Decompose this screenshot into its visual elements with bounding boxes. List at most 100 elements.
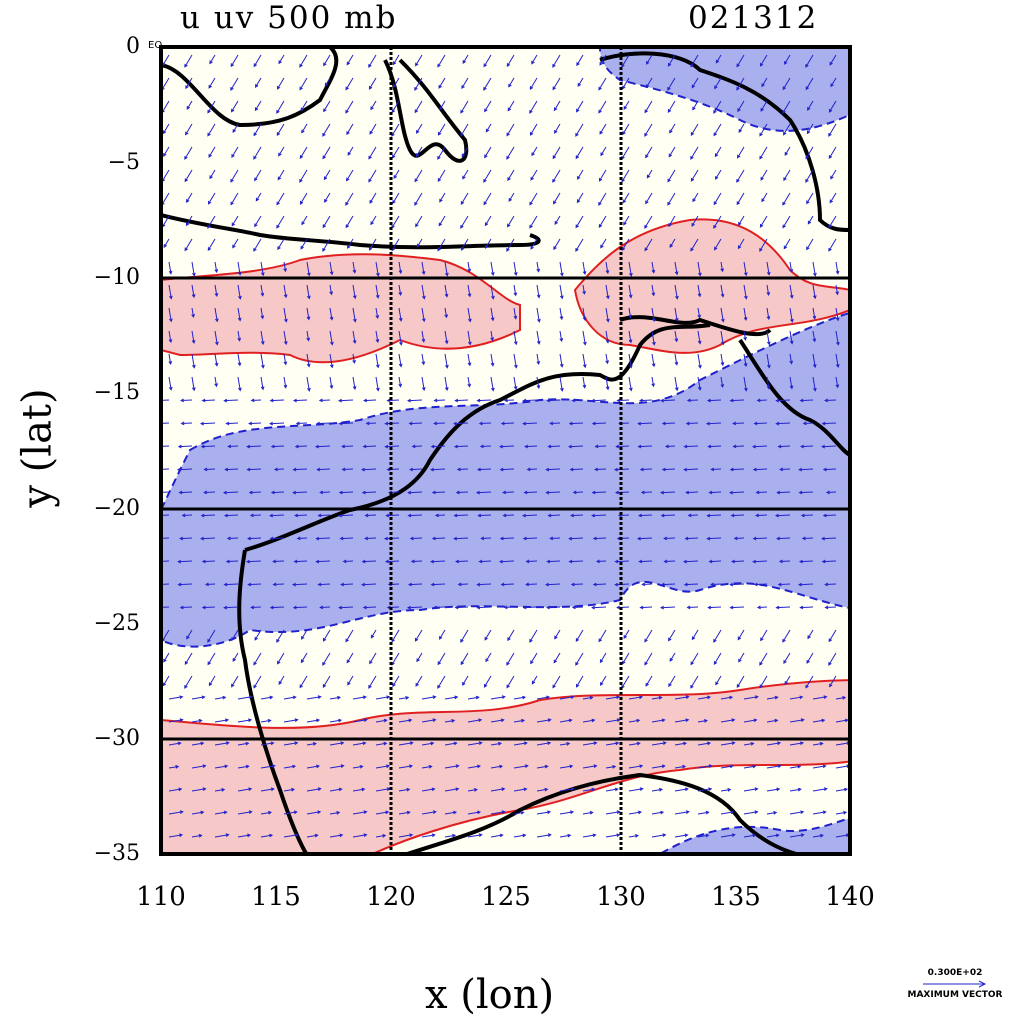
wind-vector xyxy=(507,629,515,642)
wind-vector xyxy=(499,536,515,541)
wind-vector xyxy=(200,536,216,541)
wind-vector xyxy=(411,444,423,449)
y-tick: −5 xyxy=(107,150,140,175)
wind-vector xyxy=(421,353,426,366)
wind-vector xyxy=(525,559,538,564)
wind-vector xyxy=(439,192,446,203)
wind-vector xyxy=(293,559,308,564)
wind-vector xyxy=(760,169,768,181)
wind-vector xyxy=(661,467,676,472)
wind-vector xyxy=(283,718,299,723)
wind-vector xyxy=(431,490,446,495)
wind-vector xyxy=(582,261,587,276)
wind-vector xyxy=(253,146,262,160)
wind-vector xyxy=(364,513,377,518)
wind-vector xyxy=(799,398,814,403)
wind-vector xyxy=(294,444,308,449)
negative-wind-region-ne xyxy=(598,47,850,132)
wind-vector xyxy=(731,559,745,564)
wind-vector xyxy=(507,169,515,182)
wind-vector xyxy=(414,100,423,114)
wind-vector xyxy=(644,238,653,252)
wind-vector xyxy=(270,444,285,449)
wind-vector xyxy=(177,559,193,564)
wind-vector xyxy=(743,376,748,392)
wind-vector xyxy=(433,398,446,403)
wind-vector xyxy=(352,764,364,769)
wind-vector xyxy=(530,652,538,665)
wind-vector xyxy=(605,376,610,391)
wind-vector xyxy=(522,513,538,518)
grid-lines xyxy=(161,47,850,854)
wind-vector xyxy=(483,675,492,688)
wind-vector xyxy=(168,718,184,723)
wind-vector xyxy=(797,582,814,587)
wind-vector xyxy=(828,629,837,643)
wind-vector xyxy=(835,376,840,389)
wind-vector xyxy=(805,77,814,91)
wind-vector xyxy=(737,146,745,159)
wind-vector xyxy=(421,330,426,343)
wind-vector xyxy=(490,284,495,300)
wind-vector xyxy=(641,582,653,587)
wind-vector xyxy=(352,718,368,723)
wind-vector xyxy=(476,582,492,587)
wind-vector xyxy=(513,307,518,320)
wind-vector xyxy=(812,718,826,723)
wind-vector xyxy=(430,467,446,472)
wind-vector xyxy=(253,123,262,137)
wind-vector xyxy=(777,582,791,587)
wind-vector xyxy=(179,536,193,541)
wind-vector xyxy=(292,490,308,495)
y-tick: 0 xyxy=(126,34,140,59)
wind-vector xyxy=(783,123,791,136)
wind-vector xyxy=(651,261,656,274)
wind-vector xyxy=(200,513,216,518)
wind-vector xyxy=(720,330,725,346)
wind-vector xyxy=(260,284,265,297)
wind-vector xyxy=(591,513,607,518)
wind-vector xyxy=(191,764,207,769)
wind-vector xyxy=(683,582,699,587)
wind-vector xyxy=(798,490,814,495)
wind-vector xyxy=(370,629,377,639)
wind-vector xyxy=(806,652,814,664)
wind-vector xyxy=(414,192,423,206)
wind-vector xyxy=(260,787,275,792)
wind-vector xyxy=(686,398,699,403)
wind-vector xyxy=(485,652,492,663)
wind-vector xyxy=(577,169,584,180)
wind-vector xyxy=(622,652,630,665)
wind-vector xyxy=(805,146,814,160)
wind-vector xyxy=(454,398,469,403)
wind-vector xyxy=(369,123,377,135)
wind-vector xyxy=(743,787,759,792)
wind-vector xyxy=(651,376,655,388)
wind-vector xyxy=(782,215,791,229)
wind-vector xyxy=(697,764,713,769)
wind-vector xyxy=(322,238,331,252)
wind-vector xyxy=(269,513,285,518)
wind-vector xyxy=(319,605,331,610)
wind-vector xyxy=(191,741,205,746)
wind-vector xyxy=(161,468,170,470)
wind-vector xyxy=(761,77,768,88)
wind-vector xyxy=(789,353,794,365)
wind-vector xyxy=(615,490,630,495)
wind-vector xyxy=(346,652,354,664)
wind-vector xyxy=(503,605,515,610)
wind-vector xyxy=(812,810,827,815)
wind-vector xyxy=(667,169,676,183)
wind-vector xyxy=(720,833,736,838)
wind-vector xyxy=(306,353,311,368)
wind-vector xyxy=(544,582,561,587)
wind-vector xyxy=(269,421,285,426)
wind-vector xyxy=(207,238,216,252)
wind-vector xyxy=(375,376,380,392)
wind-vector xyxy=(245,559,262,564)
wind-vector xyxy=(766,261,771,276)
wind-vector xyxy=(444,330,449,345)
wind-vector xyxy=(276,77,285,90)
wind-vector xyxy=(316,467,331,472)
